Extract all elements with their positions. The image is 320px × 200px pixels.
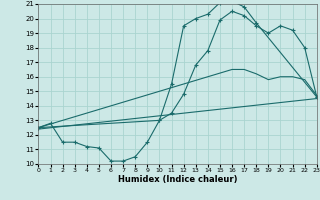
X-axis label: Humidex (Indice chaleur): Humidex (Indice chaleur): [118, 175, 237, 184]
